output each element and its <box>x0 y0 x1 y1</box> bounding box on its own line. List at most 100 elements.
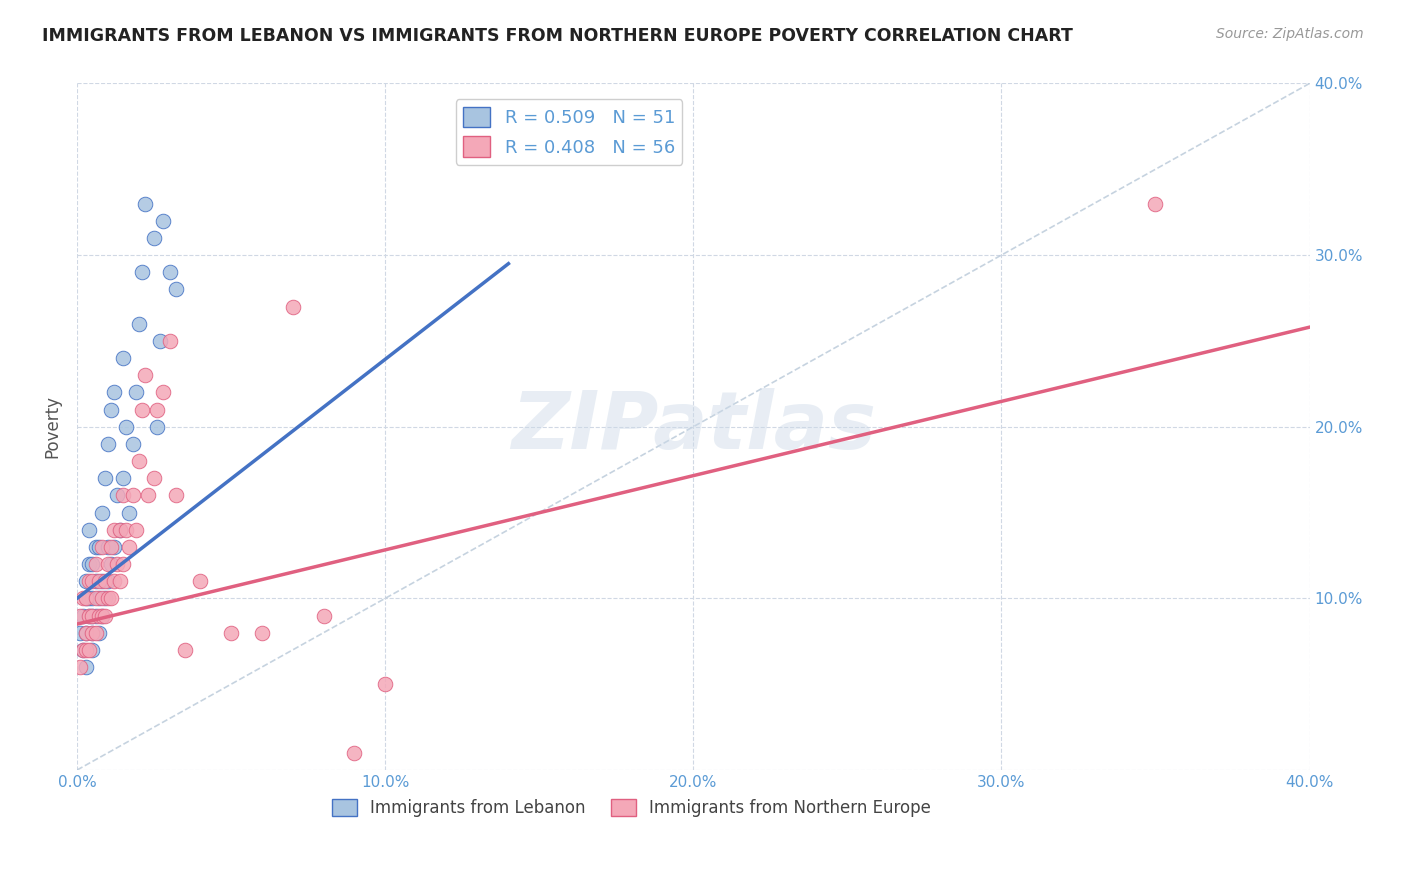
Point <box>82 608 104 623</box>
Point <box>159 265 181 279</box>
Point <box>112 488 135 502</box>
Point <box>103 540 125 554</box>
Point <box>72 643 94 657</box>
Point <box>112 471 135 485</box>
Point <box>87 591 110 606</box>
Point <box>75 660 97 674</box>
Point <box>134 368 156 383</box>
Point <box>174 643 197 657</box>
Point <box>100 402 122 417</box>
Point <box>79 523 101 537</box>
Point <box>149 334 172 348</box>
Point <box>87 625 110 640</box>
Point <box>115 419 138 434</box>
Point <box>100 540 122 554</box>
Point <box>69 625 91 640</box>
Text: Source: ZipAtlas.com: Source: ZipAtlas.com <box>1216 27 1364 41</box>
Point <box>152 213 174 227</box>
Point <box>75 625 97 640</box>
Point <box>90 608 112 623</box>
Point <box>100 557 122 571</box>
Point <box>374 677 396 691</box>
Point <box>343 746 366 760</box>
Point <box>94 608 117 623</box>
Point <box>84 608 107 623</box>
Point <box>1144 196 1167 211</box>
Point <box>105 557 128 571</box>
Point <box>79 643 101 657</box>
Point <box>69 660 91 674</box>
Text: ZIPatlas: ZIPatlas <box>510 388 876 466</box>
Point <box>75 591 97 606</box>
Point <box>90 540 112 554</box>
Point <box>90 591 112 606</box>
Point <box>128 317 150 331</box>
Point <box>134 196 156 211</box>
Point <box>159 334 181 348</box>
Point <box>131 265 153 279</box>
Point <box>312 608 335 623</box>
Point <box>152 385 174 400</box>
Point <box>124 523 146 537</box>
Point <box>118 540 141 554</box>
Point <box>188 574 211 589</box>
Point <box>97 574 120 589</box>
Point <box>72 591 94 606</box>
Point <box>97 557 120 571</box>
Point <box>72 643 94 657</box>
Point <box>79 557 101 571</box>
Point <box>79 574 101 589</box>
Point <box>94 591 117 606</box>
Point <box>110 523 132 537</box>
Point <box>136 488 159 502</box>
Point <box>84 574 107 589</box>
Point <box>90 506 112 520</box>
Point <box>87 574 110 589</box>
Point <box>82 557 104 571</box>
Point <box>100 591 122 606</box>
Point <box>281 300 304 314</box>
Point <box>110 523 132 537</box>
Point <box>72 608 94 623</box>
Point <box>97 540 120 554</box>
Point <box>90 608 112 623</box>
Point <box>84 557 107 571</box>
Point <box>121 488 143 502</box>
Point <box>112 557 135 571</box>
Point <box>146 419 169 434</box>
Point <box>69 608 91 623</box>
Point <box>143 231 166 245</box>
Point <box>165 282 187 296</box>
Point <box>84 540 107 554</box>
Y-axis label: Poverty: Poverty <box>44 395 60 458</box>
Point <box>103 385 125 400</box>
Point <box>128 454 150 468</box>
Point <box>84 625 107 640</box>
Legend: Immigrants from Lebanon, Immigrants from Northern Europe: Immigrants from Lebanon, Immigrants from… <box>326 792 938 823</box>
Point <box>79 608 101 623</box>
Point <box>97 437 120 451</box>
Point <box>75 643 97 657</box>
Point <box>82 608 104 623</box>
Point <box>79 608 101 623</box>
Point <box>75 625 97 640</box>
Point <box>94 471 117 485</box>
Point <box>165 488 187 502</box>
Point <box>82 643 104 657</box>
Point <box>131 402 153 417</box>
Point <box>143 471 166 485</box>
Point <box>124 385 146 400</box>
Point <box>97 591 120 606</box>
Point <box>94 574 117 589</box>
Point <box>121 437 143 451</box>
Point <box>118 506 141 520</box>
Point <box>105 488 128 502</box>
Point <box>115 523 138 537</box>
Point <box>82 591 104 606</box>
Point <box>82 625 104 640</box>
Point <box>112 351 135 365</box>
Point <box>103 523 125 537</box>
Point <box>82 625 104 640</box>
Point <box>110 574 132 589</box>
Point <box>82 574 104 589</box>
